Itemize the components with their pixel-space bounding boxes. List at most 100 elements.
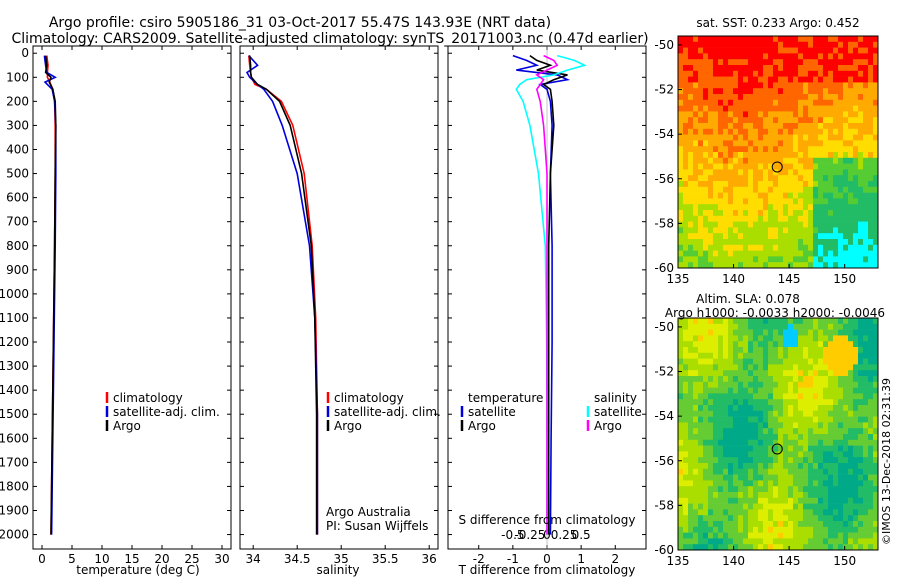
map-cell <box>723 468 729 475</box>
map-cell <box>868 256 874 263</box>
map-cell <box>838 323 844 330</box>
map-cell <box>738 256 744 263</box>
map-cell <box>863 53 869 60</box>
map-cell <box>733 463 739 470</box>
map-cell <box>738 370 744 377</box>
map-cell <box>873 526 879 533</box>
map-cell <box>723 445 729 452</box>
map-cell <box>843 140 849 147</box>
map-cell <box>823 239 829 246</box>
map-cell <box>763 163 769 170</box>
map-cell <box>778 82 784 89</box>
map-cell <box>778 405 784 412</box>
map-cell <box>868 538 874 545</box>
map-cell <box>783 399 789 406</box>
map-cell <box>743 503 749 510</box>
map-cell <box>753 210 759 217</box>
map-cell <box>738 439 744 446</box>
map-cell <box>798 370 804 377</box>
map-cell <box>848 169 854 176</box>
map-cell <box>763 358 769 365</box>
map-cell <box>793 318 799 325</box>
map-cell <box>838 262 844 269</box>
map-cell <box>753 439 759 446</box>
map-cell <box>818 428 824 435</box>
map-cell <box>828 94 834 101</box>
map-cell <box>853 352 859 359</box>
map-cell <box>828 532 834 539</box>
map-cell <box>713 105 719 112</box>
x-tick-label: 15 <box>124 552 139 566</box>
map-cell <box>743 329 749 336</box>
map-cell <box>853 128 859 135</box>
map-cell <box>818 451 824 458</box>
map-cell <box>833 198 839 205</box>
map-cell <box>768 169 774 176</box>
map-cell <box>688 152 694 159</box>
map-cell <box>693 405 699 412</box>
map-cell <box>803 526 809 533</box>
map-cell <box>838 503 844 510</box>
map-cell <box>783 468 789 475</box>
map-cell <box>798 262 804 269</box>
map-cell <box>793 457 799 464</box>
map-cell <box>828 262 834 269</box>
map-cell <box>813 204 819 211</box>
map-cell <box>713 163 719 170</box>
map-cell <box>868 181 874 188</box>
map-cell <box>703 410 709 417</box>
map-cell <box>793 335 799 342</box>
map-cell <box>838 175 844 182</box>
map-cell <box>788 157 794 164</box>
map-cell <box>738 250 744 257</box>
map-cell <box>743 428 749 435</box>
map-cell <box>828 117 834 124</box>
map-cell <box>753 215 759 222</box>
map-cell <box>718 82 724 89</box>
map-cell <box>813 521 819 528</box>
map-cell <box>838 457 844 464</box>
map-cell <box>693 376 699 383</box>
map-cell <box>768 82 774 89</box>
map-cell <box>843 256 849 263</box>
map-cell <box>833 503 839 510</box>
map-cell <box>713 474 719 481</box>
map-cell <box>698 468 704 475</box>
map-cell <box>768 474 774 481</box>
map-cell <box>818 94 824 101</box>
map-cell <box>723 335 729 342</box>
map-cell <box>733 215 739 222</box>
map-cell <box>788 393 794 400</box>
lon-tick-label: 140 <box>722 554 745 568</box>
map-cell <box>748 486 754 493</box>
map-cell <box>808 152 814 159</box>
map-cell <box>688 526 694 533</box>
map-cell <box>718 381 724 388</box>
map-cell <box>848 262 854 269</box>
map-cell <box>753 94 759 101</box>
map-cell <box>803 181 809 188</box>
map-cell <box>713 323 719 330</box>
map-cell <box>688 364 694 371</box>
map-cell <box>783 347 789 354</box>
map-cell <box>853 370 859 377</box>
map-cell <box>723 463 729 470</box>
map-cell <box>713 318 719 325</box>
map-cell <box>843 244 849 251</box>
map-cell <box>803 381 809 388</box>
map-cell <box>873 381 879 388</box>
map-cell <box>693 128 699 135</box>
map-cell <box>718 59 724 66</box>
map-cell <box>738 480 744 487</box>
map-cell <box>763 53 769 60</box>
map-cell <box>718 497 724 504</box>
map-cell <box>708 134 714 141</box>
map-cell <box>703 146 709 153</box>
map-cell <box>873 169 879 176</box>
map-cell <box>823 163 829 170</box>
map-cell <box>873 323 879 330</box>
map-cell <box>703 244 709 251</box>
map-cell <box>728 393 734 400</box>
map-cell <box>793 341 799 348</box>
map-cell <box>858 329 864 336</box>
